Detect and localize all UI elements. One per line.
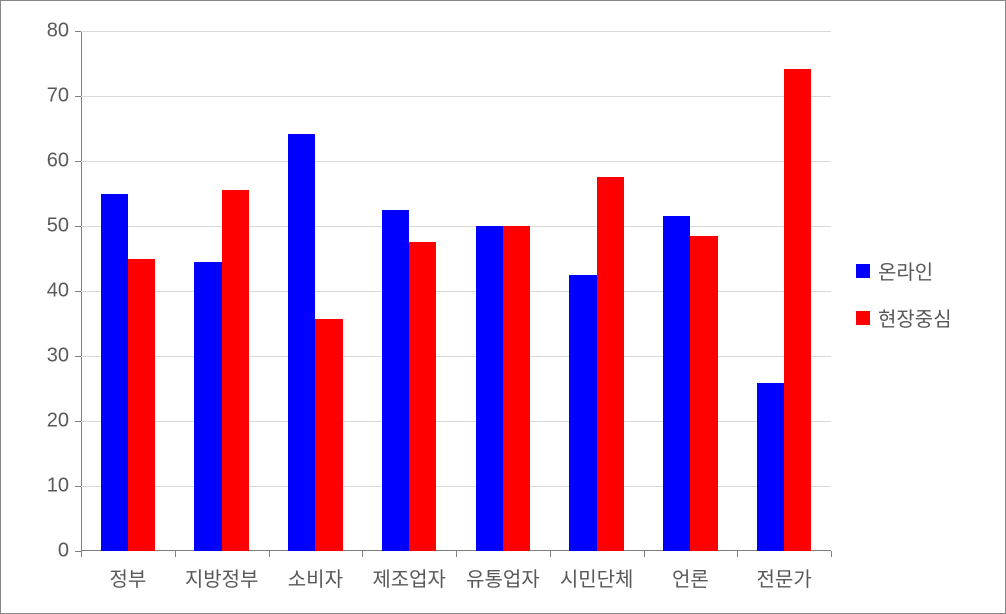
x-tick-mark bbox=[644, 551, 645, 557]
bar-현장중심 bbox=[690, 236, 717, 551]
x-tick-label: 언론 bbox=[672, 551, 709, 592]
legend-item: 온라인 bbox=[856, 256, 952, 285]
bar-현장중심 bbox=[128, 259, 155, 552]
grid-line bbox=[81, 96, 831, 97]
grid-line bbox=[81, 161, 831, 162]
bar-온라인 bbox=[288, 134, 315, 551]
y-tick-label: 10 bbox=[47, 475, 81, 498]
y-tick-label: 30 bbox=[47, 345, 81, 368]
x-tick-label: 지방정부 bbox=[185, 551, 259, 592]
bar-온라인 bbox=[663, 216, 690, 551]
bar-현장중심 bbox=[315, 319, 342, 551]
y-tick-label: 80 bbox=[47, 20, 81, 43]
y-tick-label: 60 bbox=[47, 150, 81, 173]
y-tick-label: 0 bbox=[58, 540, 81, 563]
legend: 온라인현장중심 bbox=[856, 256, 952, 350]
x-tick-label: 소비자 bbox=[288, 551, 343, 592]
bar-현장중심 bbox=[503, 226, 530, 551]
x-tick-label: 정부 bbox=[109, 551, 146, 592]
x-tick-mark bbox=[831, 551, 832, 557]
y-tick-label: 20 bbox=[47, 410, 81, 433]
legend-label: 온라인 bbox=[878, 256, 933, 285]
y-tick-label: 50 bbox=[47, 215, 81, 238]
bar-현장중심 bbox=[784, 69, 811, 551]
grid-line bbox=[81, 226, 831, 227]
bar-현장중심 bbox=[597, 177, 624, 551]
legend-label: 현장중심 bbox=[878, 303, 952, 332]
bar-온라인 bbox=[476, 226, 503, 551]
bar-온라인 bbox=[569, 275, 596, 551]
x-tick-mark bbox=[81, 551, 82, 557]
legend-item: 현장중심 bbox=[856, 303, 952, 332]
x-tick-label: 시민단체 bbox=[560, 551, 634, 592]
legend-swatch bbox=[856, 264, 870, 278]
legend-swatch bbox=[856, 311, 870, 325]
bar-현장중심 bbox=[222, 190, 249, 551]
bar-온라인 bbox=[101, 194, 128, 552]
y-tick-label: 70 bbox=[47, 85, 81, 108]
grid-line bbox=[81, 31, 831, 32]
chart-container: 0 10 20 30 40 50 60 70 80 정부 지방정부 소비자 제조업자 유통업자 시민단체 언론… bbox=[0, 0, 1006, 614]
x-tick-label: 유통업자 bbox=[466, 551, 540, 592]
y-tick-label: 40 bbox=[47, 280, 81, 303]
x-tick-mark bbox=[550, 551, 551, 557]
bar-온라인 bbox=[194, 262, 221, 551]
x-tick-label: 전문가 bbox=[757, 551, 812, 592]
bar-현장중심 bbox=[409, 242, 436, 551]
x-tick-label: 제조업자 bbox=[372, 551, 446, 592]
plot-area: 01020304050607080정부지방정부소비자제조업자유통업자시민단체언론… bbox=[81, 31, 831, 551]
x-tick-mark bbox=[737, 551, 738, 557]
bar-온라인 bbox=[382, 210, 409, 551]
x-tick-mark bbox=[362, 551, 363, 557]
x-tick-mark bbox=[175, 551, 176, 557]
x-tick-mark bbox=[456, 551, 457, 557]
x-tick-mark bbox=[269, 551, 270, 557]
bar-온라인 bbox=[757, 383, 784, 551]
